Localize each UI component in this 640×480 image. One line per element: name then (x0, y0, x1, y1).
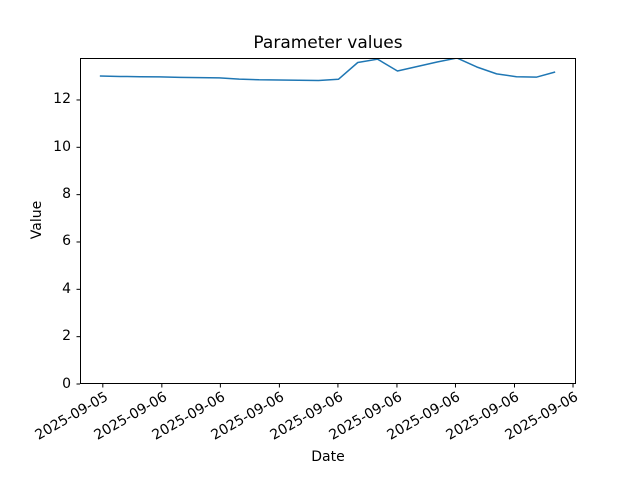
y-axis-label: Value (29, 200, 45, 240)
y-tick-label: 4 (62, 280, 71, 297)
y-tick-label: 12 (53, 91, 71, 108)
chart-title: Parameter values (253, 33, 403, 53)
y-tick-label: 0 (62, 375, 71, 392)
y-tick-label: 10 (53, 138, 71, 155)
y-tick-label: 6 (62, 233, 71, 250)
y-tick-label: 8 (62, 186, 71, 203)
x-axis-label: Date (311, 449, 345, 465)
plot-area (80, 57, 576, 384)
y-tick-label: 2 (62, 328, 71, 345)
data-line (99, 58, 556, 81)
line-plot (99, 58, 556, 81)
